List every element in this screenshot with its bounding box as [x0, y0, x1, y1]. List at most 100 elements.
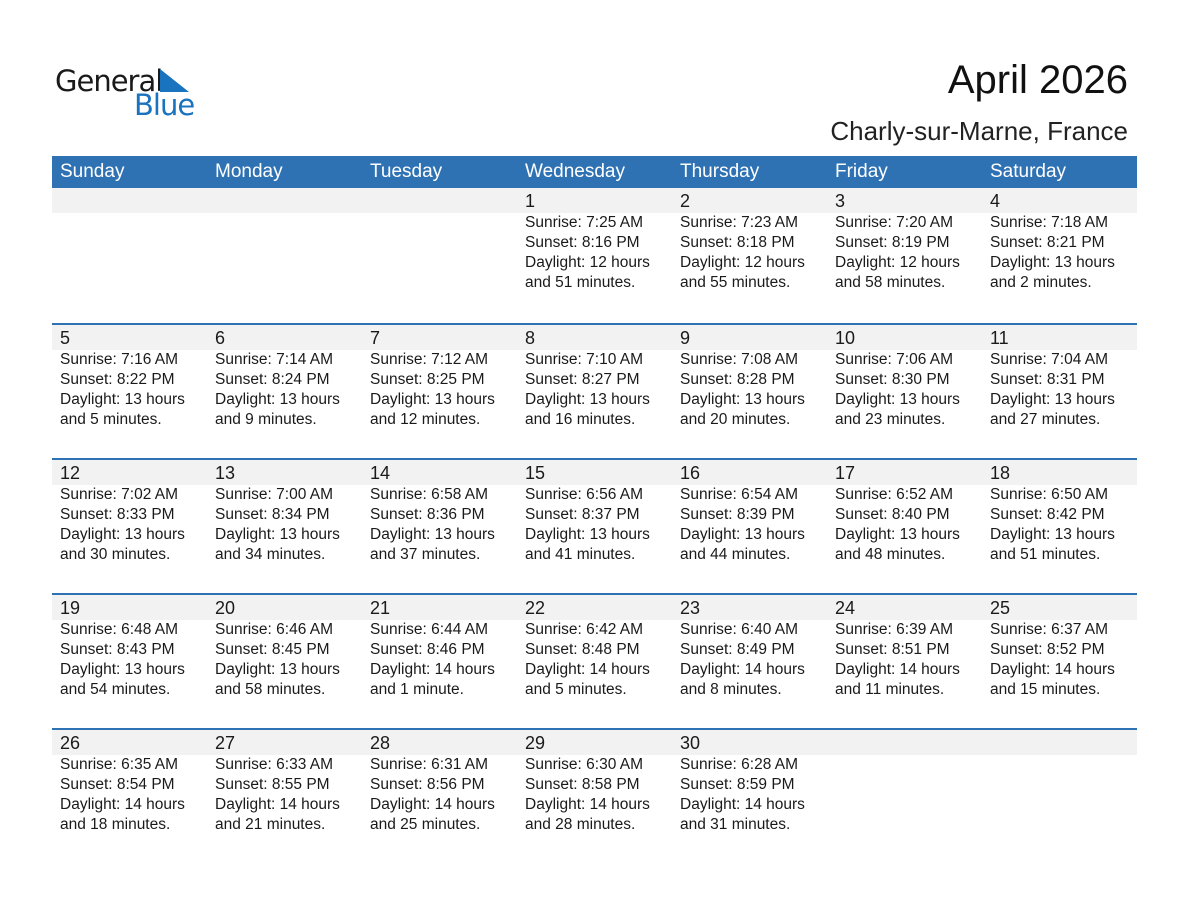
day-number: 16 [680, 463, 701, 483]
sunset-text: Sunset: 8:46 PM [370, 641, 485, 658]
calendar: Sunday Monday Tuesday Wednesday Thursday Frid… [52, 156, 1137, 863]
daylight-minutes-text: and 5 minutes. [60, 411, 162, 428]
sunset-text: Sunset: 8:52 PM [990, 641, 1105, 658]
daylight-minutes-text: and 15 minutes. [990, 681, 1101, 698]
daylight-text: Daylight: 14 hours [680, 796, 805, 813]
sunrise-text: Sunrise: 7:12 AM [370, 351, 489, 368]
sunset-text: Sunset: 8:22 PM [60, 371, 175, 388]
daylight-minutes-text: and 44 minutes. [680, 546, 791, 563]
sunset-text: Sunset: 8:49 PM [680, 641, 795, 658]
weekday-monday: Monday [215, 161, 283, 182]
sunrise-text: Sunrise: 6:40 AM [680, 621, 799, 638]
sunrise-text: Sunrise: 7:14 AM [215, 351, 334, 368]
daylight-minutes-text: and 20 minutes. [680, 411, 791, 428]
sunset-text: Sunset: 8:45 PM [215, 641, 330, 658]
day-number: 8 [525, 328, 536, 348]
sunrise-text: Sunrise: 7:08 AM [680, 351, 799, 368]
day-cell: 28 Sunrise: 6:31 AM Sunset: 8:56 PM Dayligh… [362, 730, 517, 835]
sunrise-text: Sunrise: 7:06 AM [835, 351, 954, 368]
day-number: 19 [60, 598, 81, 618]
sunset-text: Sunset: 8:43 PM [60, 641, 175, 658]
week-row: 19 Sunrise: 6:48 AM Sunset: 8:43 PM Dayligh… [52, 593, 1137, 728]
day-cell: 19 Sunrise: 6:48 AM Sunset: 8:43 PM Dayligh… [52, 595, 207, 700]
day-number-band [52, 460, 1137, 485]
sunrise-text: Sunrise: 7:00 AM [215, 486, 334, 503]
day-number: 24 [835, 598, 856, 618]
daylight-text: Daylight: 13 hours [215, 526, 340, 543]
sunrise-text: Sunrise: 6:28 AM [680, 756, 799, 773]
daylight-text: Daylight: 14 hours [525, 796, 650, 813]
empty-day-cell [362, 188, 517, 293]
sunrise-text: Sunrise: 6:37 AM [990, 621, 1109, 638]
daylight-minutes-text: and 34 minutes. [215, 546, 326, 563]
daylight-minutes-text: and 23 minutes. [835, 411, 946, 428]
day-number-band [52, 325, 1137, 350]
day-number: 12 [60, 463, 81, 483]
week-row: 5 Sunrise: 7:16 AM Sunset: 8:22 PM Daylight… [52, 323, 1137, 458]
sunrise-text: Sunrise: 7:02 AM [60, 486, 179, 503]
sunset-text: Sunset: 8:42 PM [990, 506, 1105, 523]
daylight-text: Daylight: 14 hours [60, 796, 185, 813]
daylight-text: Daylight: 13 hours [990, 391, 1115, 408]
week-row: 12 Sunrise: 7:02 AM Sunset: 8:33 PM Dayligh… [52, 458, 1137, 593]
day-number: 21 [370, 598, 391, 618]
daylight-minutes-text: and 16 minutes. [525, 411, 636, 428]
daylight-minutes-text: and 11 minutes. [835, 681, 945, 698]
sunset-text: Sunset: 8:21 PM [990, 234, 1105, 251]
daylight-minutes-text: and 48 minutes. [835, 546, 946, 563]
sunrise-text: Sunrise: 6:30 AM [525, 756, 644, 773]
sunset-text: Sunset: 8:37 PM [525, 506, 640, 523]
daylight-minutes-text: and 51 minutes. [990, 546, 1101, 563]
sunrise-text: Sunrise: 6:56 AM [525, 486, 644, 503]
daylight-minutes-text: and 1 minute. [370, 681, 464, 698]
daylight-text: Daylight: 13 hours [215, 391, 340, 408]
daylight-text: Daylight: 14 hours [370, 661, 495, 678]
day-cell: 23 Sunrise: 6:40 AM Sunset: 8:49 PM Dayligh… [672, 595, 827, 700]
day-number: 17 [835, 463, 856, 483]
daylight-text: Daylight: 13 hours [525, 391, 650, 408]
day-number: 18 [990, 463, 1011, 483]
sunset-text: Sunset: 8:48 PM [525, 641, 640, 658]
day-cell: 29 Sunrise: 6:30 AM Sunset: 8:58 PM Dayligh… [517, 730, 672, 835]
daylight-text: Daylight: 13 hours [680, 526, 805, 543]
logo-text-general: General [55, 64, 163, 98]
empty-day-cell [982, 730, 1137, 835]
day-cell: 30 Sunrise: 6:28 AM Sunset: 8:59 PM Dayligh… [672, 730, 827, 835]
weekday-saturday: Saturday [990, 161, 1067, 182]
sunset-text: Sunset: 8:54 PM [60, 776, 175, 793]
logo-text-blue: Blue [134, 88, 195, 122]
daylight-minutes-text: and 12 minutes. [370, 411, 481, 428]
sunrise-text: Sunrise: 7:16 AM [60, 351, 179, 368]
sunset-text: Sunset: 8:19 PM [835, 234, 950, 251]
daylight-text: Daylight: 14 hours [680, 661, 805, 678]
sunset-text: Sunset: 8:56 PM [370, 776, 485, 793]
daylight-minutes-text: and 27 minutes. [990, 411, 1101, 428]
day-number: 15 [525, 463, 546, 483]
daylight-minutes-text: and 9 minutes. [215, 411, 317, 428]
daylight-minutes-text: and 25 minutes. [370, 816, 481, 833]
sunrise-text: Sunrise: 7:25 AM [525, 214, 644, 231]
empty-day-cell [52, 188, 207, 293]
daylight-minutes-text: and 30 minutes. [60, 546, 171, 563]
daylight-text: Daylight: 13 hours [60, 526, 185, 543]
daylight-minutes-text: and 37 minutes. [370, 546, 481, 563]
sunset-text: Sunset: 8:33 PM [60, 506, 175, 523]
daylight-minutes-text: and 58 minutes. [215, 681, 326, 698]
weekday-wednesday: Wednesday [525, 161, 625, 182]
sunset-text: Sunset: 8:25 PM [370, 371, 485, 388]
day-cell: 2 Sunrise: 7:23 AM Sunset: 8:18 PM Daylight… [672, 188, 827, 293]
sunrise-text: Sunrise: 7:10 AM [525, 351, 644, 368]
sunrise-text: Sunrise: 6:50 AM [990, 486, 1109, 503]
daylight-minutes-text: and 21 minutes. [215, 816, 326, 833]
day-cell: 15 Sunrise: 6:56 AM Sunset: 8:37 PM Dayligh… [517, 460, 672, 565]
weekday-thursday: Thursday [680, 161, 760, 182]
sunset-text: Sunset: 8:59 PM [680, 776, 795, 793]
daylight-text: Daylight: 13 hours [60, 391, 185, 408]
day-number: 9 [680, 328, 691, 348]
day-cell: 17 Sunrise: 6:52 AM Sunset: 8:40 PM Dayligh… [827, 460, 982, 565]
day-number: 23 [680, 598, 701, 618]
sunrise-text: Sunrise: 6:54 AM [680, 486, 799, 503]
daylight-minutes-text: and 31 minutes. [680, 816, 791, 833]
daylight-text: Daylight: 14 hours [990, 661, 1115, 678]
empty-day-cell [827, 730, 982, 835]
